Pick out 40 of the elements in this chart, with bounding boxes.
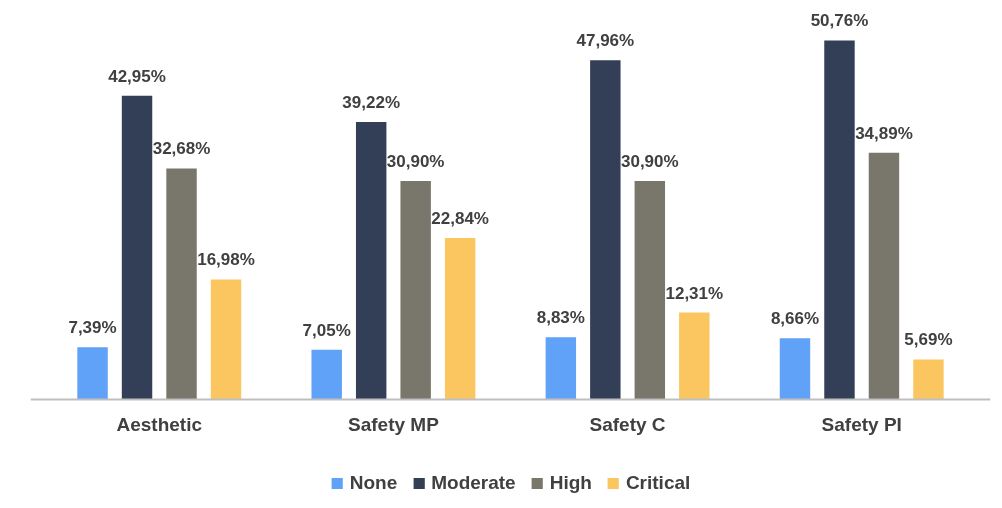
bar xyxy=(210,279,242,400)
data-label: 32,68% xyxy=(152,139,211,159)
data-label: 30,90% xyxy=(386,151,445,171)
data-label: 22,84% xyxy=(431,209,489,229)
bar xyxy=(545,337,577,400)
x-tick-label: Safety MP xyxy=(348,413,440,435)
bar xyxy=(634,180,666,400)
bar xyxy=(779,338,811,400)
data-label: 39,22% xyxy=(342,93,401,113)
bar xyxy=(444,238,476,400)
data-label: 42,95% xyxy=(108,66,166,86)
data-label: 12,31% xyxy=(665,283,724,303)
data-label: 8,83% xyxy=(536,308,585,328)
data-label: 34,89% xyxy=(855,123,913,143)
data-label: 47,96% xyxy=(576,31,635,51)
bar xyxy=(400,180,431,400)
data-label: 7,05% xyxy=(302,320,351,340)
x-tick-label: Safety PI xyxy=(821,413,902,435)
bar xyxy=(590,60,621,400)
legend-label: None xyxy=(349,472,398,494)
data-label: 50,76% xyxy=(810,11,869,31)
legend-label: Critical xyxy=(625,472,691,494)
bar xyxy=(166,168,197,400)
data-label: 16,98% xyxy=(197,250,255,270)
legend-label: Moderate xyxy=(431,472,516,494)
bar xyxy=(913,359,944,400)
data-label: 30,90% xyxy=(620,151,679,171)
bar xyxy=(355,122,387,400)
data-label: 5,69% xyxy=(904,330,953,350)
x-tick-label: Safety C xyxy=(589,413,666,435)
legend-label: High xyxy=(549,472,592,494)
data-label: 7,39% xyxy=(68,318,117,338)
bar xyxy=(311,349,342,400)
bar xyxy=(121,95,153,400)
bar xyxy=(824,40,855,400)
bar xyxy=(868,152,900,400)
x-tick-label: Aesthetic xyxy=(116,413,203,435)
data-label: 8,66% xyxy=(770,309,820,329)
bar xyxy=(77,347,108,400)
bar xyxy=(679,312,710,400)
